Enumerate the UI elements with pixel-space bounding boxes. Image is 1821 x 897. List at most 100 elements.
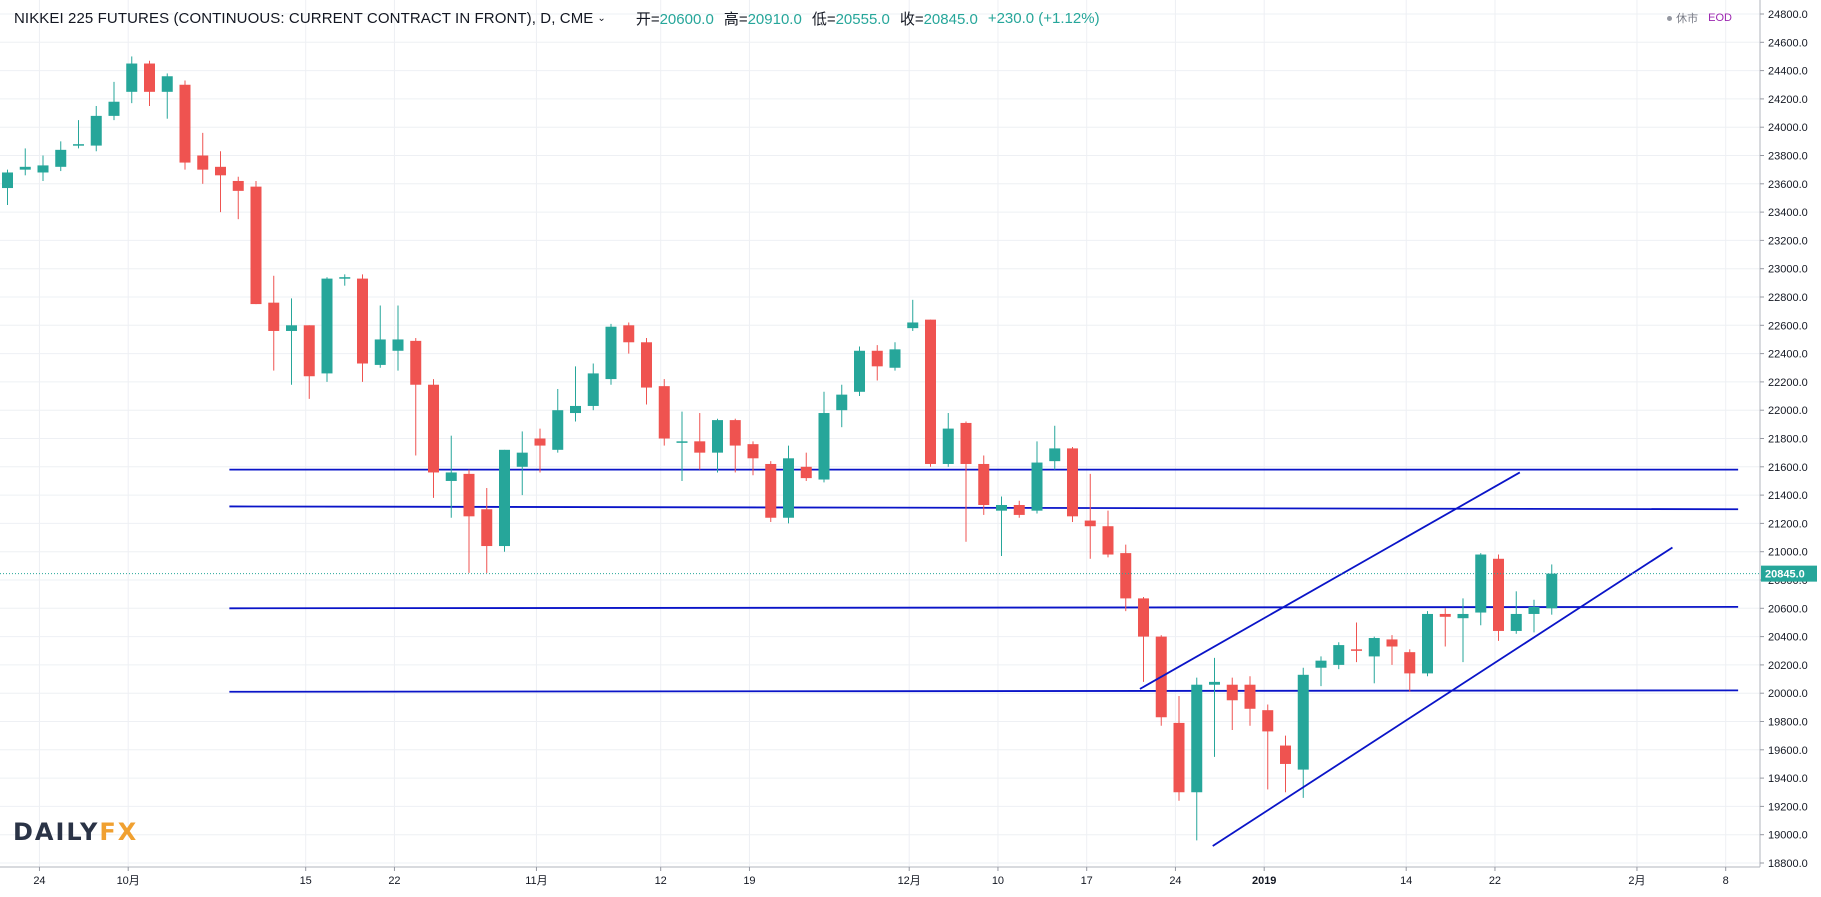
candle[interactable] <box>179 80 191 170</box>
candle[interactable] <box>250 180 262 305</box>
candle[interactable] <box>410 338 422 456</box>
candle[interactable] <box>765 461 777 522</box>
candle[interactable] <box>1155 635 1167 726</box>
candle[interactable] <box>1031 441 1043 514</box>
candle[interactable] <box>1422 611 1433 677</box>
candle[interactable] <box>1173 696 1185 801</box>
candle[interactable] <box>1244 676 1256 726</box>
candle[interactable] <box>1209 657 1220 757</box>
trend-line[interactable] <box>1212 546 1673 847</box>
candle[interactable] <box>818 391 830 483</box>
candle[interactable] <box>73 120 84 149</box>
candle[interactable] <box>1528 599 1540 633</box>
candle[interactable] <box>1262 704 1274 790</box>
eod-label[interactable]: EOD <box>1708 12 1732 24</box>
candle[interactable] <box>1439 608 1451 647</box>
candle[interactable] <box>90 105 102 152</box>
candle[interactable] <box>676 411 688 481</box>
candle[interactable] <box>126 56 138 104</box>
candle[interactable] <box>215 151 226 213</box>
candle-body <box>694 441 706 453</box>
candle[interactable] <box>925 319 936 467</box>
candle[interactable] <box>836 384 848 428</box>
candle[interactable] <box>428 379 439 498</box>
candle[interactable] <box>1546 564 1558 615</box>
candle[interactable] <box>1404 649 1416 692</box>
candle[interactable] <box>978 455 990 515</box>
trend-line[interactable] <box>1139 471 1521 690</box>
candle[interactable] <box>1138 596 1149 682</box>
candle[interactable] <box>854 346 865 397</box>
candle[interactable] <box>1297 667 1309 798</box>
candle[interactable] <box>1333 642 1345 670</box>
candle[interactable] <box>1102 510 1114 558</box>
candle[interactable] <box>694 413 706 470</box>
candle[interactable] <box>996 496 1007 556</box>
candle[interactable] <box>357 274 368 382</box>
candle[interactable] <box>960 421 972 542</box>
candle[interactable] <box>605 323 617 385</box>
candle[interactable] <box>623 322 635 354</box>
candle[interactable] <box>800 452 812 481</box>
candle[interactable] <box>303 325 315 399</box>
horizontal-level-line[interactable] <box>229 689 1739 693</box>
candle[interactable] <box>534 428 546 473</box>
candle[interactable] <box>232 176 244 220</box>
candle[interactable] <box>889 342 901 371</box>
candle[interactable] <box>499 449 510 552</box>
candle[interactable] <box>552 388 564 453</box>
candle-body <box>1031 462 1043 511</box>
candle[interactable] <box>2 169 13 206</box>
candle-body <box>90 115 102 146</box>
candle-body <box>765 463 777 518</box>
candle[interactable] <box>445 435 457 518</box>
candle[interactable] <box>747 441 759 476</box>
candle[interactable] <box>374 305 386 368</box>
candle[interactable] <box>1013 500 1025 518</box>
candle[interactable] <box>1120 544 1132 612</box>
candle[interactable] <box>1280 735 1291 793</box>
candle[interactable] <box>1493 554 1504 641</box>
candle[interactable] <box>197 132 209 184</box>
candle[interactable] <box>321 277 333 382</box>
candle[interactable] <box>1315 656 1327 687</box>
candle[interactable] <box>658 379 670 446</box>
candle[interactable] <box>729 418 741 473</box>
candle[interactable] <box>1368 636 1380 684</box>
candle[interactable] <box>144 60 155 106</box>
candle[interactable] <box>19 148 31 176</box>
candle[interactable] <box>1067 446 1078 522</box>
candle[interactable] <box>392 305 404 371</box>
candle[interactable] <box>268 275 280 371</box>
candle[interactable] <box>481 488 493 573</box>
candle[interactable] <box>871 345 883 381</box>
candle[interactable] <box>516 431 528 496</box>
horizontal-level-line[interactable] <box>229 605 1739 610</box>
candle[interactable] <box>907 299 919 331</box>
candle[interactable] <box>570 366 581 422</box>
candle[interactable] <box>1386 635 1398 665</box>
candle[interactable] <box>641 338 652 405</box>
candle[interactable] <box>161 73 173 119</box>
candle[interactable] <box>463 469 475 573</box>
chevron-down-icon[interactable]: ⌄ <box>597 13 606 24</box>
candle[interactable] <box>37 155 49 181</box>
symbol-title[interactable]: NIKKEI 225 FUTURES (CONTINUOUS: CURRENT … <box>14 10 594 27</box>
candle[interactable] <box>1510 591 1522 634</box>
candle[interactable] <box>942 413 954 467</box>
candle[interactable] <box>1351 622 1362 663</box>
candle[interactable] <box>1084 473 1096 559</box>
candle[interactable] <box>587 363 599 411</box>
candle[interactable] <box>783 445 794 524</box>
candle[interactable] <box>286 298 297 385</box>
candle[interactable] <box>55 141 67 172</box>
candle[interactable] <box>1049 425 1061 470</box>
candle[interactable] <box>1475 553 1487 626</box>
candle[interactable] <box>1226 677 1238 730</box>
candle[interactable] <box>339 274 351 286</box>
candle[interactable] <box>108 81 120 121</box>
candle[interactable] <box>1457 598 1469 663</box>
candle[interactable] <box>1191 677 1203 841</box>
candle[interactable] <box>712 418 723 473</box>
